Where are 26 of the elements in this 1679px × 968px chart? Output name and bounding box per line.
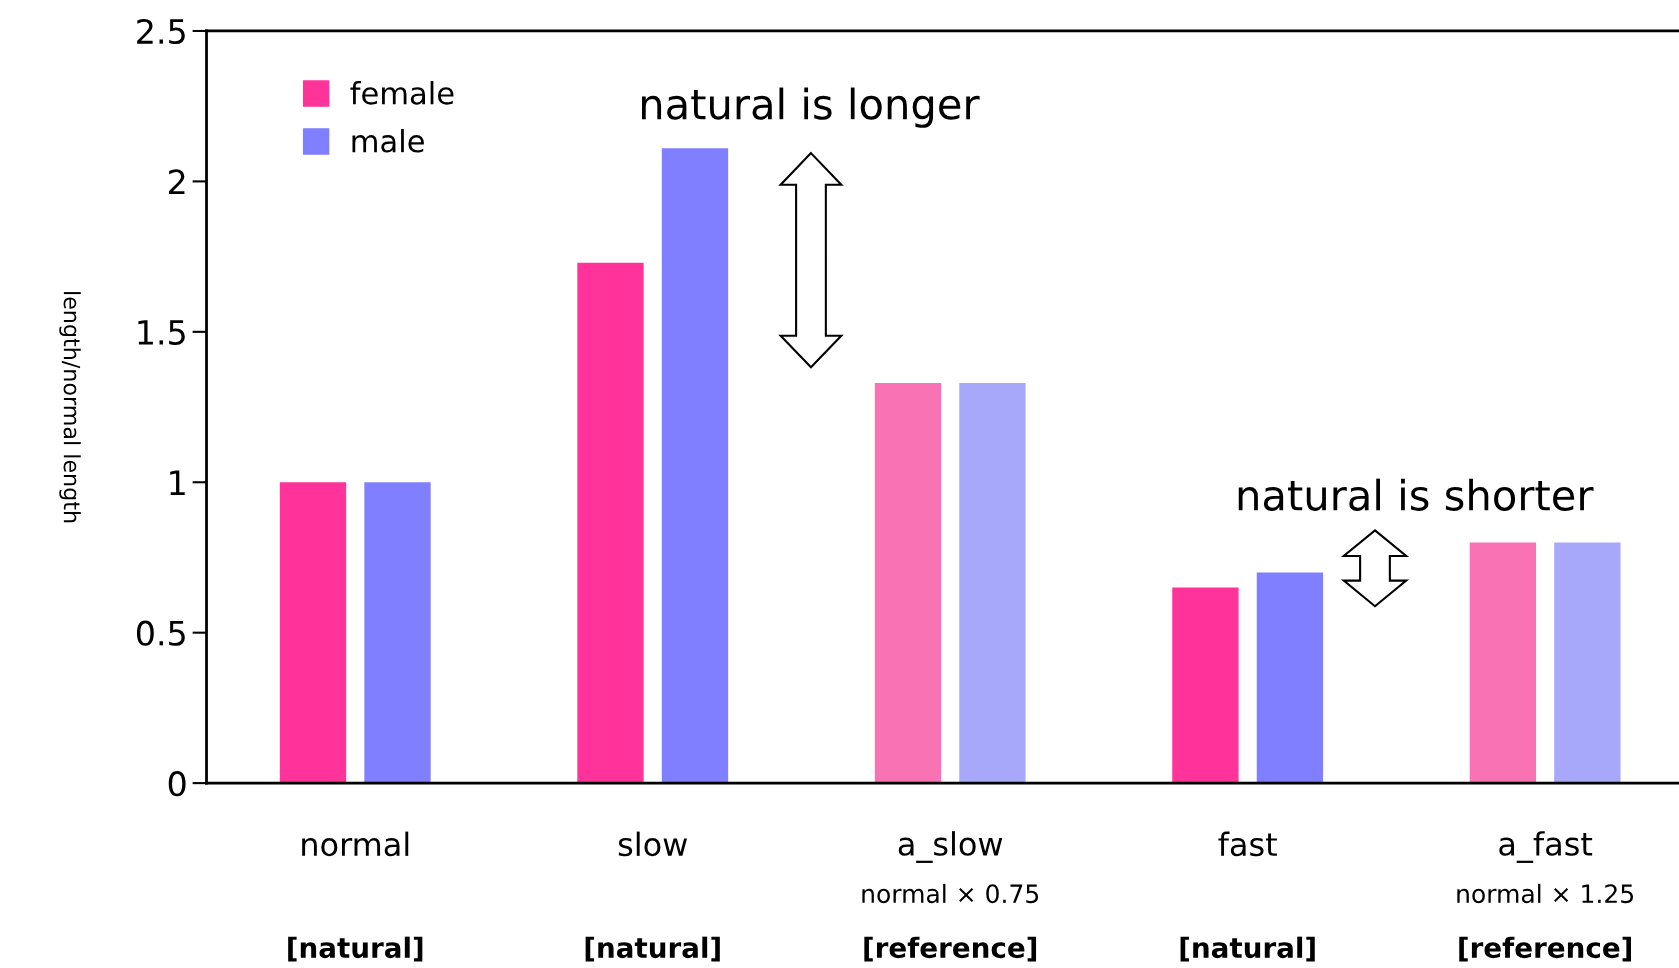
bar [364, 482, 431, 784]
category-label: normal [natural] [288, 831, 423, 962]
legend-label: female [350, 81, 454, 105]
y-tick-label: 2.5 [137, 18, 185, 45]
bar [1469, 542, 1537, 784]
y-tick-label: 0 [168, 771, 186, 797]
bar [1256, 572, 1324, 784]
y-tick-label: 1 [170, 470, 185, 495]
bar [661, 148, 729, 784]
bar [874, 382, 942, 784]
bar [279, 482, 347, 784]
y-tick-label: 0.5 [136, 620, 185, 646]
bar [959, 382, 1026, 784]
bar [1554, 542, 1621, 784]
category-label: slow [natural] [585, 831, 720, 962]
y-tick-label: 1.5 [138, 320, 185, 345]
bar [1172, 587, 1239, 784]
y-tick-label: 2 [169, 169, 185, 195]
category-label: a_slow normal × 0.75 [reference] [862, 831, 1039, 962]
y-axis-title: length/normal length [59, 292, 81, 523]
bar [577, 262, 644, 784]
category-label: a_fast normal × 1.25 [reference] [1457, 831, 1634, 962]
legend-label: male [352, 128, 424, 153]
category-label: fast [natural] [1180, 831, 1315, 962]
annotation: natural is longer [641, 87, 980, 128]
annotation: natural is shorter [1238, 478, 1594, 511]
